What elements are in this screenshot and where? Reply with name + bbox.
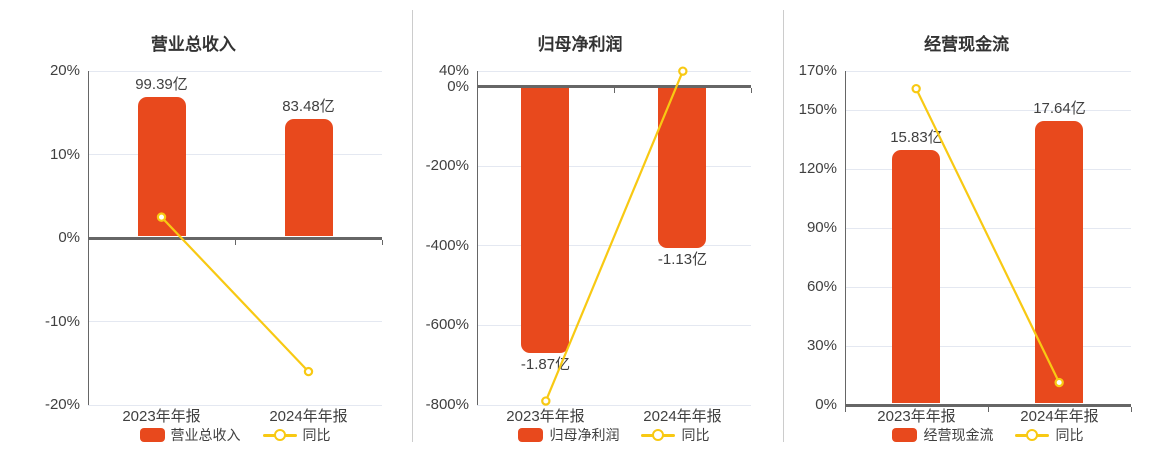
chart-panel-net-profit: 归母净利润 40% 0% -200% -400% -600% -800% -1.87亿 -1.… (387, 0, 774, 450)
y-axis-tick-label: 170% (798, 62, 837, 79)
panel-separator-1 (412, 10, 413, 442)
chart-panel-operating-cash-flow: 经营现金流 170% 150% 120% 90% 60% 30% 0% 15.83亿 17.64… (773, 0, 1160, 450)
legend-item-同比[interactable]: 同比 (262, 425, 331, 445)
y-gridline (476, 165, 751, 167)
y-gridline (88, 321, 382, 322)
y-gridline (88, 404, 382, 406)
chart-panel-revenue: 营业总收入 20% 10% 0% -10% -20% 99.39亿 83.48亿 2023年年… (0, 0, 387, 450)
y-gridline (476, 70, 751, 72)
y-axis-tick-label: 0% (815, 396, 837, 413)
y-axis-line (88, 71, 89, 405)
legend-label: 同比 (302, 427, 331, 443)
legend-label: 同比 (681, 427, 710, 443)
y-axis-tick-label: -20% (44, 396, 80, 413)
bar-value-label: -1.13亿 (657, 250, 708, 268)
y-axis-tick-label: 0% (447, 77, 469, 95)
legend-item-归母净利润[interactable]: 归母净利润 (518, 425, 619, 445)
y-axis-tick-label: 150% (798, 101, 837, 119)
y-axis-tick-label: 10% (49, 145, 80, 163)
y-axis-tick-label: -800% (425, 396, 469, 413)
x-axis-tick-mark (1130, 406, 1132, 412)
legend-item-营业总收入[interactable]: 营业总收入 (139, 425, 241, 445)
y-gridline (844, 286, 1131, 288)
chart-title: 营业总收入 (150, 35, 236, 54)
y-gridline (844, 227, 1131, 229)
y-axis-tick-label: -200% (425, 157, 469, 175)
legend-item-同比[interactable]: 同比 (641, 425, 709, 445)
x-axis-category-label: 2024年年报 (643, 408, 722, 425)
line-legend-symbol (262, 428, 297, 442)
bar-legend-swatch (892, 428, 918, 442)
x-axis-tick-mark (987, 406, 989, 412)
y-gridline (844, 70, 1131, 72)
line-legend-symbol (1015, 428, 1050, 442)
y-axis-tick-label: 0% (58, 229, 80, 246)
bar-经营现金流-2023年年报[interactable] (892, 150, 941, 404)
legend: 营业总收入 同比 (88, 425, 382, 445)
bar-value-label: -1.87亿 (520, 355, 571, 373)
legend-item-经营现金流[interactable]: 经营现金流 (892, 425, 993, 445)
bar-经营现金流-2024年年报[interactable] (1035, 120, 1084, 404)
y-axis-tick-label: 30% (806, 337, 837, 355)
y-gridline (476, 404, 751, 406)
bar-营业总收入-2024年年报[interactable] (284, 119, 333, 237)
y-gridline (88, 154, 382, 155)
x-axis-tick-mark (613, 88, 615, 94)
y-axis-tick-label: 90% (806, 219, 837, 237)
bar-legend-swatch (518, 428, 544, 442)
legend-label: 同比 (1055, 427, 1084, 443)
y-axis-tick-label: -10% (44, 312, 80, 330)
y-gridline (476, 324, 751, 326)
line-legend-dot (273, 429, 286, 441)
bar-legend-swatch (139, 428, 165, 442)
bar-value-label: 17.64亿 (1033, 99, 1086, 117)
x-axis-category-label: 2024年年报 (269, 408, 348, 425)
legend-label: 归母净利润 (549, 427, 620, 443)
legend: 经营现金流 同比 (845, 425, 1131, 445)
chart-title: 经营现金流 (924, 35, 1010, 54)
y-gridline (844, 168, 1131, 170)
x-axis-tick-mark (235, 239, 236, 245)
y-axis-line (476, 71, 478, 405)
x-axis-category-label: 2023年年报 (877, 408, 956, 425)
y-gridline (844, 345, 1131, 347)
line-legend-symbol (641, 428, 676, 442)
zero-axis-line (844, 403, 1131, 407)
chart-title: 归母净利润 (537, 35, 623, 54)
line-legend-dot (652, 429, 665, 441)
line-legend-dot (1026, 429, 1039, 441)
y-axis-tick-label: 40% (438, 62, 469, 79)
y-gridline (476, 245, 751, 247)
y-gridline (88, 70, 382, 72)
bar-归母净利润-2024年年报[interactable] (658, 88, 707, 248)
yoy-line-marker-2023年年报[interactable] (911, 83, 922, 94)
legend-label: 营业总收入 (170, 427, 241, 443)
bar-value-label: 15.83亿 (890, 129, 943, 147)
y-axis-tick-label: -600% (425, 316, 469, 334)
legend-label: 经营现金流 (923, 427, 994, 443)
x-axis-tick-mark (382, 239, 383, 245)
bar-归母净利润-2023年年报[interactable] (521, 88, 570, 353)
bar-value-label: 83.48亿 (282, 98, 335, 116)
x-axis-category-label: 2023年年报 (122, 408, 201, 425)
bar-营业总收入-2023年年报[interactable] (137, 96, 186, 237)
legend-item-同比[interactable]: 同比 (1015, 425, 1083, 445)
y-axis-tick-label: 60% (806, 278, 837, 296)
x-axis-tick-mark (844, 406, 846, 412)
x-axis-tick-mark (750, 88, 752, 94)
y-axis-tick-label: -400% (425, 236, 469, 254)
legend: 归母净利润 同比 (477, 425, 751, 445)
x-axis-category-label: 2023年年报 (506, 408, 585, 425)
yoy-line-marker-2024年年报[interactable] (303, 366, 314, 377)
x-axis-category-label: 2024年年报 (1020, 408, 1099, 425)
panel-separator-2 (783, 10, 784, 442)
y-axis-tick-label: 20% (49, 62, 80, 79)
bar-value-label: 99.39亿 (135, 75, 188, 93)
y-axis-tick-label: 120% (798, 160, 837, 178)
y-axis-line (844, 71, 846, 405)
